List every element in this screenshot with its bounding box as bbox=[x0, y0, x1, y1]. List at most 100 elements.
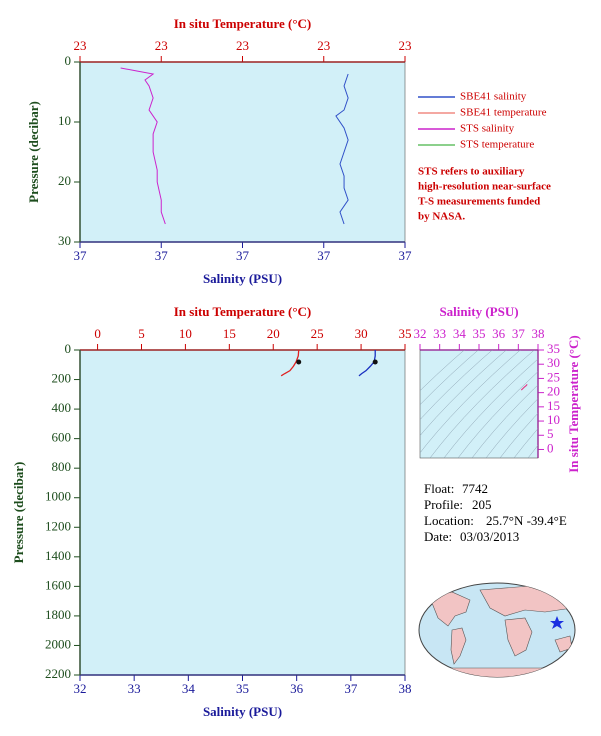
x-tick-label: 25 bbox=[311, 326, 324, 341]
x-tick-label: 36 bbox=[290, 681, 304, 696]
x-tick-label: 37 bbox=[512, 326, 526, 341]
info-value: 205 bbox=[472, 497, 492, 512]
x-tick-label: 37 bbox=[317, 248, 331, 263]
x-tick-label: 0 bbox=[94, 326, 101, 341]
axis-title: Salinity (PSU) bbox=[203, 271, 282, 286]
x-tick-label: 37 bbox=[236, 248, 250, 263]
contour bbox=[584, 345, 601, 458]
info-label: Date: bbox=[424, 529, 452, 544]
note: STS refers to auxiliary bbox=[418, 166, 525, 178]
y-tick-label: 20 bbox=[547, 384, 560, 399]
profile-line bbox=[280, 349, 300, 377]
y-tick-label: 600 bbox=[52, 430, 72, 445]
y-tick-label: 30 bbox=[547, 355, 560, 370]
x-tick-label: 35 bbox=[236, 681, 249, 696]
contour bbox=[429, 350, 535, 458]
y-tick-label: 1000 bbox=[45, 489, 71, 504]
plot-frame bbox=[79, 61, 406, 243]
y-tick-label: 30 bbox=[58, 233, 71, 248]
surface-point bbox=[296, 359, 302, 365]
y-tick-label: 2200 bbox=[45, 666, 71, 681]
info-label: Profile: bbox=[424, 497, 463, 512]
y-tick-label: 1600 bbox=[45, 577, 71, 592]
plot-frame bbox=[419, 349, 539, 459]
axis-title: In situ Temperature (°C) bbox=[174, 304, 312, 319]
info-label: Float: bbox=[424, 481, 454, 496]
contour bbox=[471, 384, 538, 458]
x-tick-label: 37 bbox=[399, 248, 413, 263]
profile-line bbox=[335, 73, 349, 225]
legend-label: STS temperature bbox=[460, 139, 534, 151]
x-tick-label: 23 bbox=[236, 38, 249, 53]
y-tick-label: 2000 bbox=[45, 636, 71, 651]
y-tick-label: 1400 bbox=[45, 548, 71, 563]
y-tick-label: 800 bbox=[52, 459, 72, 474]
map-location bbox=[550, 616, 564, 629]
x-tick-label: 15 bbox=[223, 326, 236, 341]
x-tick-label: 37 bbox=[74, 248, 88, 263]
y-tick-label: 5 bbox=[547, 426, 554, 441]
x-tick-label: 30 bbox=[355, 326, 368, 341]
note: high-resolution near-surface bbox=[418, 181, 551, 193]
y-tick-label: 0 bbox=[65, 341, 72, 356]
x-tick-label: 10 bbox=[179, 326, 192, 341]
x-tick-label: 34 bbox=[182, 681, 196, 696]
x-tick-label: 5 bbox=[138, 326, 145, 341]
ts-line bbox=[520, 383, 528, 391]
profile-line bbox=[358, 350, 376, 377]
plot-area bbox=[80, 350, 405, 675]
x-tick-label: 33 bbox=[128, 681, 141, 696]
y-tick-label: 1200 bbox=[45, 518, 71, 533]
y-tick-label: 35 bbox=[547, 341, 560, 356]
contour bbox=[457, 371, 538, 458]
contour bbox=[420, 350, 465, 392]
map-land bbox=[429, 591, 471, 627]
plot-frame bbox=[79, 349, 406, 676]
axis-title: Salinity (PSU) bbox=[203, 704, 282, 719]
x-tick-label: 23 bbox=[317, 38, 330, 53]
x-tick-label: 38 bbox=[399, 681, 412, 696]
y-tick-label: 1800 bbox=[45, 607, 71, 622]
x-tick-label: 37 bbox=[155, 248, 169, 263]
y-tick-label: 10 bbox=[58, 113, 71, 128]
x-tick-label: 23 bbox=[155, 38, 168, 53]
info-value: 03/03/2013 bbox=[460, 529, 519, 544]
axis-title: Salinity (PSU) bbox=[439, 304, 518, 319]
contour bbox=[499, 412, 538, 458]
note: by NASA. bbox=[418, 211, 465, 223]
x-tick-label: 23 bbox=[399, 38, 412, 53]
plot-area bbox=[420, 350, 538, 458]
contour bbox=[513, 428, 538, 458]
x-tick-label: 34 bbox=[453, 326, 467, 341]
contour bbox=[420, 350, 507, 436]
y-tick-label: 200 bbox=[52, 371, 72, 386]
y-tick-label: 25 bbox=[547, 369, 560, 384]
legend-label: SBE41 salinity bbox=[460, 91, 527, 103]
contour bbox=[485, 398, 538, 458]
y-tick-label: 20 bbox=[58, 173, 71, 188]
info-value: 25.7°N -39.4°E bbox=[486, 513, 567, 528]
y-tick-label: 400 bbox=[52, 400, 72, 415]
axis-title: In situ Temperature (°C) bbox=[174, 16, 312, 31]
x-tick-label: 32 bbox=[414, 326, 427, 341]
axis-title: In situ Temperature (°C) bbox=[566, 335, 581, 473]
axis-title: Pressure (decibar) bbox=[26, 101, 41, 203]
map bbox=[418, 582, 576, 678]
profile-line bbox=[120, 67, 166, 225]
map-land bbox=[504, 617, 533, 657]
y-tick-label: 0 bbox=[547, 440, 554, 455]
legend-label: STS salinity bbox=[460, 123, 515, 135]
contour bbox=[443, 358, 538, 458]
x-tick-label: 38 bbox=[532, 326, 545, 341]
x-tick-label: 36 bbox=[492, 326, 506, 341]
x-tick-label: 20 bbox=[267, 326, 280, 341]
x-tick-label: 23 bbox=[74, 38, 87, 53]
contour bbox=[420, 350, 479, 406]
map-land bbox=[429, 667, 571, 677]
note: T-S measurements funded bbox=[418, 196, 540, 208]
contour bbox=[420, 350, 493, 421]
x-tick-label: 35 bbox=[399, 326, 412, 341]
contour bbox=[420, 350, 521, 454]
y-tick-label: 0 bbox=[65, 53, 72, 68]
